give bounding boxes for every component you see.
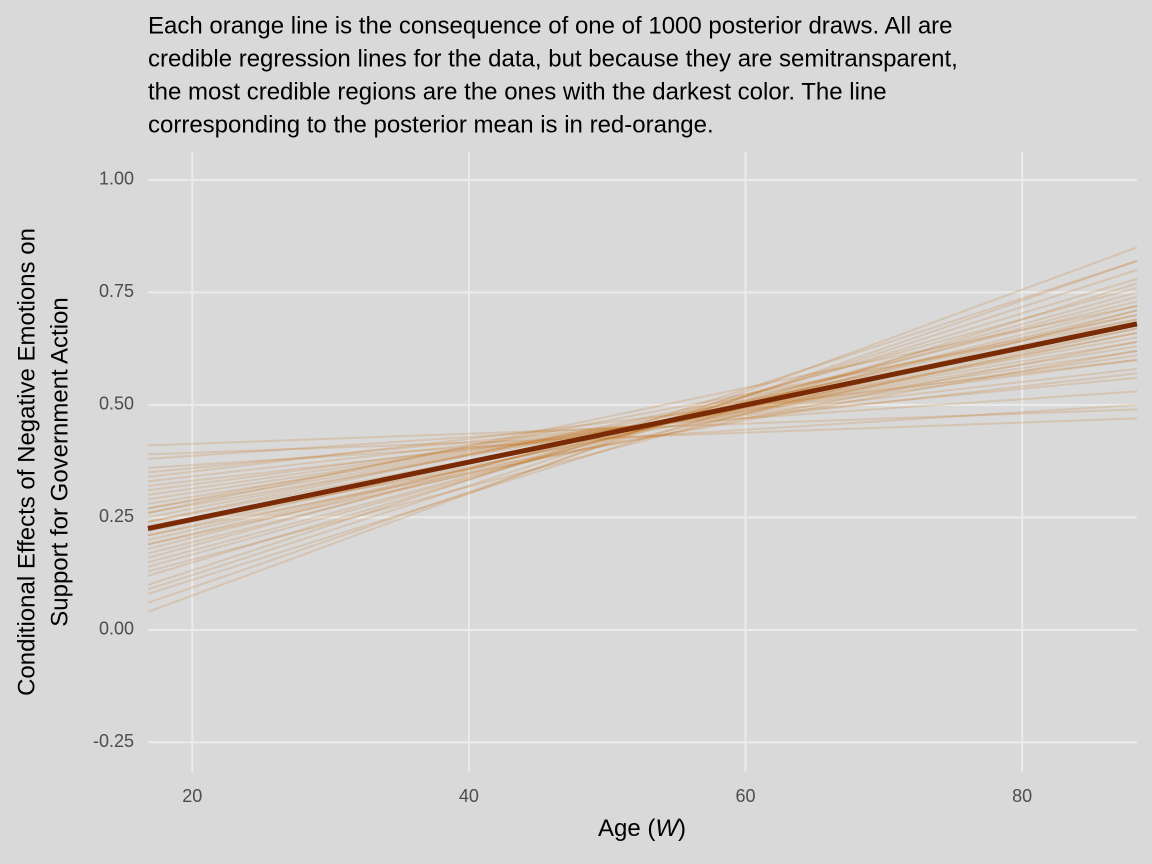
posterior-draw-line	[147, 286, 1138, 559]
posterior-draw-line	[147, 282, 1138, 595]
posterior-draw-line	[147, 259, 1138, 586]
y-tick-label: 0.50	[99, 394, 134, 414]
x-tick-label: 60	[736, 786, 756, 806]
posterior-draw-line	[147, 259, 1138, 604]
posterior-draw-line	[147, 313, 1138, 523]
x-axis-label-part: W	[655, 815, 680, 842]
y-tick-label: 0.00	[99, 619, 134, 639]
posterior-draw-line	[147, 304, 1138, 555]
posterior-draw-line	[147, 268, 1138, 591]
chart-title: credible regression lines for the data, …	[148, 45, 958, 72]
posterior-draw-line	[147, 304, 1138, 514]
posterior-draw-line	[147, 318, 1138, 510]
posterior-draw-line	[147, 340, 1138, 537]
x-tick-label: 40	[459, 786, 479, 806]
x-axis-label-part: Age (	[598, 815, 655, 842]
y-tick-label: 1.00	[99, 169, 134, 189]
y-axis-label: Conditional Effects of Negative Emotions…	[13, 228, 40, 696]
x-axis-label: Age (W)	[598, 815, 686, 842]
x-axis-label-part: )	[678, 815, 686, 842]
posterior-draw-line	[147, 349, 1138, 528]
posterior-draw-line	[147, 358, 1138, 478]
chart-title: Each orange line is the consequence of o…	[148, 12, 953, 39]
y-tick-label: 0.75	[99, 281, 134, 301]
posterior-draw-line	[147, 246, 1138, 613]
posterior-mean-line	[147, 321, 1138, 532]
plot-area: -0.25 0.00 0.25 0.50 0.75 1.00 20 40 60 80	[93, 152, 1138, 806]
posterior-draw-line	[147, 291, 1138, 568]
posterior-draw-line	[147, 417, 1138, 456]
y-tick-label: -0.25	[93, 731, 134, 751]
x-tick-label: 80	[1012, 786, 1032, 806]
posterior-draw-line	[147, 327, 1138, 546]
posterior-draw-line	[147, 331, 1138, 532]
x-tick-label: 20	[182, 786, 202, 806]
chart-title: corresponding to the posterior mean is i…	[148, 111, 714, 138]
posterior-draw-line	[147, 309, 1138, 573]
posterior-draw-line	[147, 403, 1138, 469]
posterior-draw-line	[147, 295, 1138, 564]
y-axis-label: Support for Government Action	[46, 297, 73, 627]
posterior-draw-line	[147, 372, 1138, 487]
chart-title: the most credible regions are the ones w…	[148, 78, 887, 105]
y-tick-label: 0.25	[99, 506, 134, 526]
